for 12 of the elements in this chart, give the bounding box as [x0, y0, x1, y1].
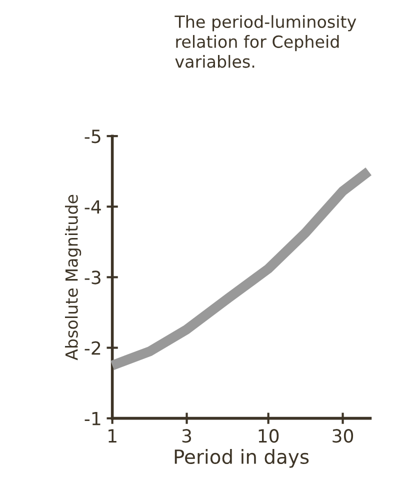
- x-tick-label: 10: [258, 429, 279, 443]
- y-tick-label: -4: [84, 200, 101, 214]
- y-tick-label: -2: [84, 341, 100, 355]
- y-axis-title: Absolute Magnitude: [64, 194, 82, 360]
- y-tick-label: -3: [84, 270, 100, 284]
- x-axis-title: Period in days: [174, 448, 309, 468]
- y-tick-label: -5: [84, 130, 100, 144]
- chart-title: The period-luminosity relation for Cepheid variables.: [174, 15, 356, 68]
- x-tick-label: 1: [108, 429, 116, 442]
- x-tick-label: 3: [182, 429, 192, 443]
- y-tick-label: -1: [84, 412, 100, 426]
- x-tick-label: 30: [332, 429, 354, 443]
